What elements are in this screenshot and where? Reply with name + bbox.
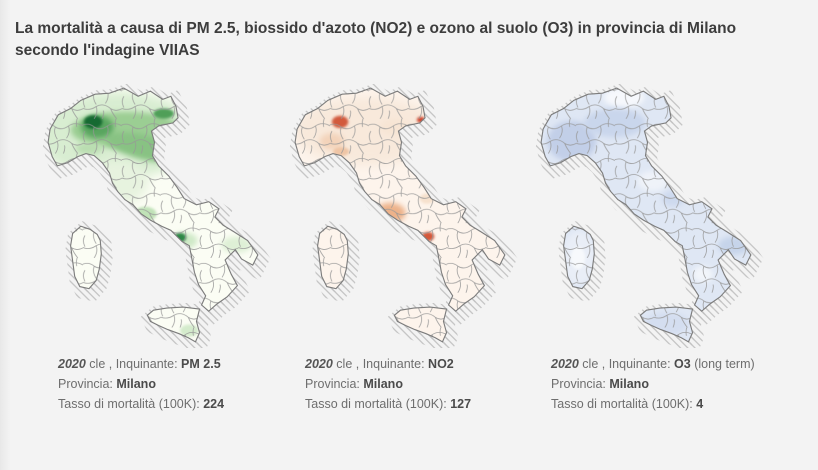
caption-line-rate: Tasso di mortalità (100K): 4 — [551, 394, 779, 414]
rate-value: 4 — [696, 397, 704, 411]
province-value: Milano — [609, 377, 649, 391]
rate-label: Tasso di mortalità (100K): — [58, 397, 200, 411]
caption-line-province: Provincia: Milano — [305, 374, 533, 394]
caption-line-pollutant: 2020 cle , Inquinante: O3 (long term) — [551, 354, 779, 374]
caption-line-rate: Tasso di mortalità (100K): 224 — [58, 394, 286, 414]
map-panel-no2: 2020 cle , Inquinante: NO2 Provincia: Mi… — [281, 84, 533, 414]
province-label: Provincia: — [551, 377, 606, 391]
map-caption-no2: 2020 cle , Inquinante: NO2 Provincia: Mi… — [305, 354, 533, 414]
map-panel-o3: 2020 cle , Inquinante: O3 (long term) Pr… — [527, 84, 779, 414]
page-title: La mortalità a causa di PM 2.5, biossido… — [15, 20, 737, 59]
caption-year: 2020 — [305, 357, 333, 371]
province-value: Milano — [116, 377, 156, 391]
caption-line-pollutant: 2020 cle , Inquinante: PM 2.5 — [58, 354, 286, 374]
map-panel-pm25: 2020 cle , Inquinante: PM 2.5 Provincia:… — [34, 84, 286, 414]
italy-choropleth-o3[interactable] — [527, 84, 767, 348]
caption-pollutant-value: O3 — [674, 357, 691, 371]
caption-mid-label: cle , Inquinante: — [336, 357, 425, 371]
province-value: Milano — [363, 377, 403, 391]
map-caption-pm25: 2020 cle , Inquinante: PM 2.5 Provincia:… — [58, 354, 286, 414]
italy-choropleth-pm25[interactable] — [34, 84, 274, 348]
province-label: Provincia: — [305, 377, 360, 391]
map-caption-o3: 2020 cle , Inquinante: O3 (long term) Pr… — [551, 354, 779, 414]
caption-line-rate: Tasso di mortalità (100K): 127 — [305, 394, 533, 414]
rate-label: Tasso di mortalità (100K): — [551, 397, 693, 411]
caption-year: 2020 — [551, 357, 579, 371]
caption-pollutant-value: PM 2.5 — [181, 357, 221, 371]
rate-value: 127 — [450, 397, 472, 411]
caption-line-province: Provincia: Milano — [551, 374, 779, 394]
province-label: Provincia: — [58, 377, 113, 391]
caption-mid-label: cle , Inquinante: — [89, 357, 178, 371]
caption-line-pollutant: 2020 cle , Inquinante: NO2 — [305, 354, 533, 374]
caption-line-province: Provincia: Milano — [58, 374, 286, 394]
rate-value: 224 — [203, 397, 225, 411]
caption-year: 2020 — [58, 357, 86, 371]
italy-choropleth-no2[interactable] — [281, 84, 521, 348]
caption-pollutant-value: NO2 — [428, 357, 454, 371]
caption-pollutant-suffix: (long term) — [690, 357, 755, 371]
rate-label: Tasso di mortalità (100K): — [305, 397, 447, 411]
caption-mid-label: cle , Inquinante: — [582, 357, 671, 371]
